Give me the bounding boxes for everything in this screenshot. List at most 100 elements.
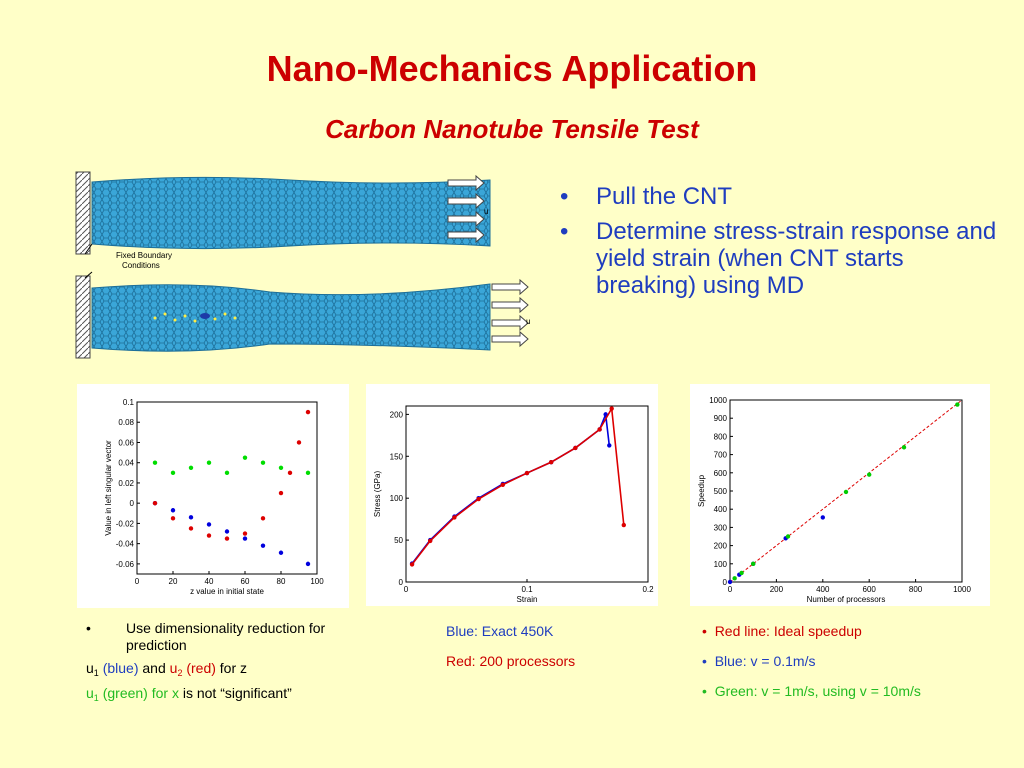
data-point: [260, 460, 266, 465]
data-point: [206, 460, 212, 465]
caption-u1-sub: 1: [93, 668, 99, 678]
data-point: [621, 522, 626, 528]
x-tick-label: 60: [241, 577, 250, 586]
caption-left: • Use dimensionality reduction for predi…: [86, 620, 366, 707]
data-point: [305, 561, 311, 567]
caption-u2: u: [169, 660, 178, 676]
x-tick-label: 0: [728, 585, 733, 594]
cnt-break-point: [200, 313, 210, 319]
u-label-top: u: [484, 207, 488, 216]
data-point: [242, 531, 248, 536]
data-point: [305, 470, 311, 476]
bullet-pull-cnt: Pull the CNT: [560, 183, 1000, 210]
x-axis-label: Number of processors: [807, 595, 886, 604]
caption-blue-exact: Blue: Exact 450K: [446, 623, 554, 639]
data-point: [242, 455, 248, 460]
y-tick-label: 50: [394, 536, 403, 545]
series-line: [411, 414, 611, 565]
caption-left-line2: u1 (green) for x is not “significant”: [86, 685, 366, 707]
y-axis-label: Stress (GPa): [373, 471, 382, 518]
y-tick-label: 0: [130, 499, 135, 508]
data-point: [296, 440, 302, 445]
data-point: [206, 533, 212, 538]
chart-panel-stress-strain: 0 0.1 0.2 0 50 100 150 200 Strain Stress (GPa): [366, 384, 658, 606]
chart-panel-svd: 0 20 40 60 80 100 -0.06 -0.04 -0.02 0 0.02 0.04 0.06…: [77, 384, 349, 608]
data-point: [955, 402, 960, 407]
caption-left-line1: u1 (blue) and u2 (red) for z: [86, 660, 366, 682]
boundary-label-line2: Conditions: [122, 261, 160, 270]
y-tick-label: -0.04: [116, 540, 135, 549]
data-point: [152, 500, 158, 506]
x-tick-label: 200: [770, 585, 784, 594]
data-point: [603, 412, 608, 417]
data-point: [287, 470, 293, 476]
y-axis-label: Speedup: [697, 474, 706, 507]
chart-speedup: 0 200 400 600 800 1000 0 100 200 300 400 500 600 700 8…: [697, 396, 971, 604]
caption-u1: u: [86, 660, 94, 676]
bullet-stress-strain: Determine stress-strain response and yie…: [560, 218, 1000, 299]
y-tick-label: 700: [714, 451, 728, 460]
y-tick-label: 200: [714, 542, 728, 551]
caption-red-200: Red: 200 processors: [446, 653, 576, 669]
x-tick-label: 40: [205, 577, 214, 586]
data-point: [224, 529, 230, 534]
data-point: [739, 570, 744, 576]
caption-green-v1-text: Green: v = 1m/s, using v = 10m/s: [714, 683, 921, 699]
data-point: [452, 515, 457, 520]
y-tick-label: 0.08: [118, 418, 134, 427]
y-tick-label: 800: [714, 432, 728, 441]
y-tick-label: 600: [714, 469, 728, 478]
data-point: [170, 516, 176, 521]
data-point: [260, 516, 266, 521]
data-point: [607, 443, 612, 448]
data-point: [305, 409, 311, 415]
u-label-bottom: u: [526, 317, 530, 326]
caption-green-word: (green) for x: [102, 685, 179, 701]
y-tick-label: 0.1: [123, 398, 135, 407]
chart-svd: 0 20 40 60 80 100 -0.06 -0.04 -0.02 0 0.02 0.04 0.06…: [104, 398, 324, 596]
y-tick-label: -0.02: [116, 519, 135, 528]
caption-blue-v01: • Blue: v = 0.1m/s: [702, 653, 816, 669]
data-point: [260, 543, 266, 548]
fixed-wall-bottom: [75, 275, 91, 359]
y-tick-label: 0.04: [118, 459, 134, 468]
data-point: [278, 490, 284, 496]
x-tick-label: 600: [863, 585, 877, 594]
y-tick-label: 1000: [709, 396, 727, 405]
slide-subtitle: Carbon Nanotube Tensile Test: [325, 114, 699, 144]
y-tick-label: 0: [723, 578, 728, 587]
data-point: [820, 515, 825, 520]
data-point: [573, 445, 578, 451]
x-tick-label: 0: [404, 585, 409, 594]
caption-blue-v01-text: Blue: v = 0.1m/s: [714, 653, 816, 669]
data-point: [609, 406, 614, 411]
y-tick-label: 500: [714, 487, 728, 496]
data-point: [843, 489, 849, 495]
x-tick-label: 0.2: [642, 585, 654, 594]
chart-panel-speedup: 0 200 400 600 800 1000 0 100 200 300 400 500 600 700 8…: [690, 384, 990, 606]
y-tick-label: 200: [390, 410, 404, 419]
data-point: [242, 536, 248, 541]
caption-not-significant: is not “significant”: [182, 685, 292, 701]
data-point: [785, 534, 791, 539]
y-tick-label: 100: [390, 494, 404, 503]
cnt-bottom: [91, 283, 491, 352]
caption-red-ideal: • Red line: Ideal speedup: [702, 623, 862, 639]
data-point: [206, 522, 212, 527]
data-point: [188, 515, 194, 520]
data-point: [409, 562, 415, 567]
x-axis-label: Strain: [517, 595, 538, 604]
right-bullet-list: Pull the CNT Determine stress-strain res…: [560, 183, 1000, 307]
boundary-pointer-top: [84, 243, 93, 255]
caption-for-z: for z: [219, 660, 248, 676]
caption-left-bullet: • Use dimensionality reduction for predi…: [86, 620, 326, 653]
cnt-top: [91, 176, 491, 250]
data-point: [428, 538, 433, 544]
x-tick-label: 1000: [953, 585, 971, 594]
data-point: [278, 550, 284, 555]
y-tick-label: 300: [714, 523, 728, 532]
y-tick-label: 0.02: [118, 479, 134, 488]
data-point: [278, 465, 284, 470]
x-tick-label: 0.1: [521, 585, 533, 594]
data-point: [732, 576, 737, 581]
